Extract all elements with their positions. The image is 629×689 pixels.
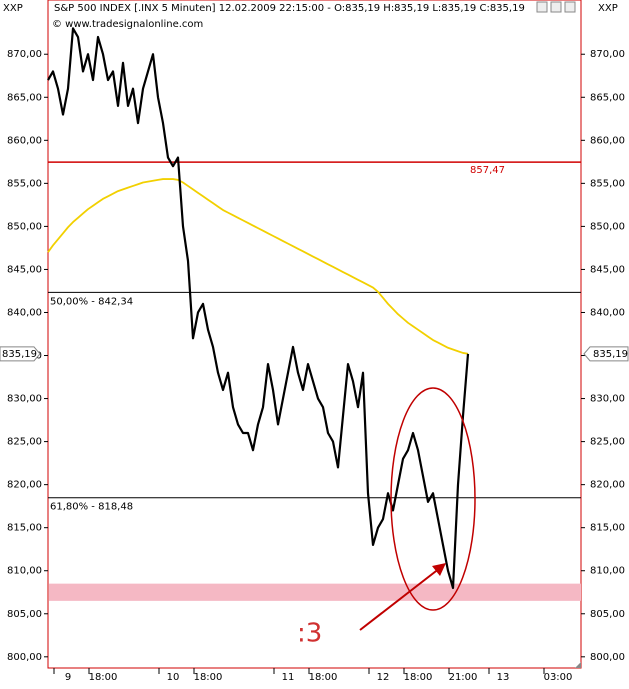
chart-subtitle: © www.tradesignalonline.com (52, 19, 203, 30)
y-tick-label: 860,00 (7, 135, 42, 146)
annotation: :3 (297, 619, 322, 649)
x-tick-label: 11 (282, 672, 295, 683)
price-tag-label: 835,19 (2, 349, 37, 360)
chart-title: S&P 500 INDEX [.INX 5 Minuten] 12.02.200… (54, 3, 525, 14)
x-tick-label: 13 (497, 672, 510, 683)
reference-label: 857,47 (470, 165, 505, 176)
arrow-head (432, 563, 446, 576)
price-tag (583, 346, 629, 362)
y-tick-label: 840,00 (7, 307, 42, 318)
price-tag-label: 835,19 (593, 349, 628, 360)
y-tick-label: 820,00 (7, 480, 42, 491)
y-tick-label: 800,00 (7, 652, 42, 663)
y-tick-label: 825,00 (590, 437, 625, 448)
y-tick-label: 805,00 (7, 609, 42, 620)
y-tick-label: 845,00 (590, 264, 625, 275)
y-tick-label: 870,00 (7, 49, 42, 60)
resize-grip (575, 662, 581, 668)
x-tick-label: 12 (377, 672, 390, 683)
x-tick-label: 9 (65, 672, 71, 683)
button[interactable] (536, 1, 548, 13)
y-tick-label: 830,00 (7, 394, 42, 405)
y-tick-label: 855,00 (7, 178, 42, 189)
button[interactable] (550, 1, 562, 13)
y-tick-label: 860,00 (590, 135, 625, 146)
support-zone (49, 583, 581, 601)
x-tick-label: 18:00 (309, 672, 338, 683)
price-line (47, 27, 470, 590)
y-tick-label: 815,00 (7, 523, 42, 534)
x-tick-label: 03:00 (544, 672, 573, 683)
x-tick-label: 18:00 (404, 672, 433, 683)
corner-label: XXP (3, 3, 23, 14)
y-tick-label: 825,00 (7, 437, 42, 448)
y-tick-label: 820,00 (590, 480, 625, 491)
y-tick-label: 850,00 (590, 221, 625, 232)
x-tick-label: 18:00 (194, 672, 223, 683)
x-tick-label: 21:00 (449, 672, 478, 683)
price-tag (0, 346, 41, 362)
y-tick-label: 865,00 (7, 92, 42, 103)
y-tick-label: 855,00 (590, 178, 625, 189)
arrow (359, 567, 441, 631)
moving-average (47, 178, 469, 355)
y-tick-label: 830,00 (590, 394, 625, 405)
corner-label: XXP (598, 3, 618, 14)
y-tick-label: 815,00 (590, 523, 625, 534)
y-tick-label: 810,00 (7, 566, 42, 577)
y-tick-label: 850,00 (7, 221, 42, 232)
y-tick-label: 805,00 (590, 609, 625, 620)
y-tick-label: 810,00 (590, 566, 625, 577)
y-tick-label: 845,00 (7, 264, 42, 275)
highlight-ellipse (390, 387, 476, 611)
y-tick-label: 800,00 (590, 652, 625, 663)
button[interactable] (564, 1, 576, 13)
y-tick-label: 840,00 (590, 307, 625, 318)
x-tick-label: 10 (167, 672, 180, 683)
y-tick-label: 870,00 (590, 49, 625, 60)
y-tick-label: 865,00 (590, 92, 625, 103)
x-tick-label: 18:00 (89, 672, 118, 683)
reference-label: 50,00% - 842,34 (50, 296, 133, 307)
reference-label: 61,80% - 818,48 (50, 502, 133, 513)
window-buttons[interactable] (536, 1, 576, 13)
